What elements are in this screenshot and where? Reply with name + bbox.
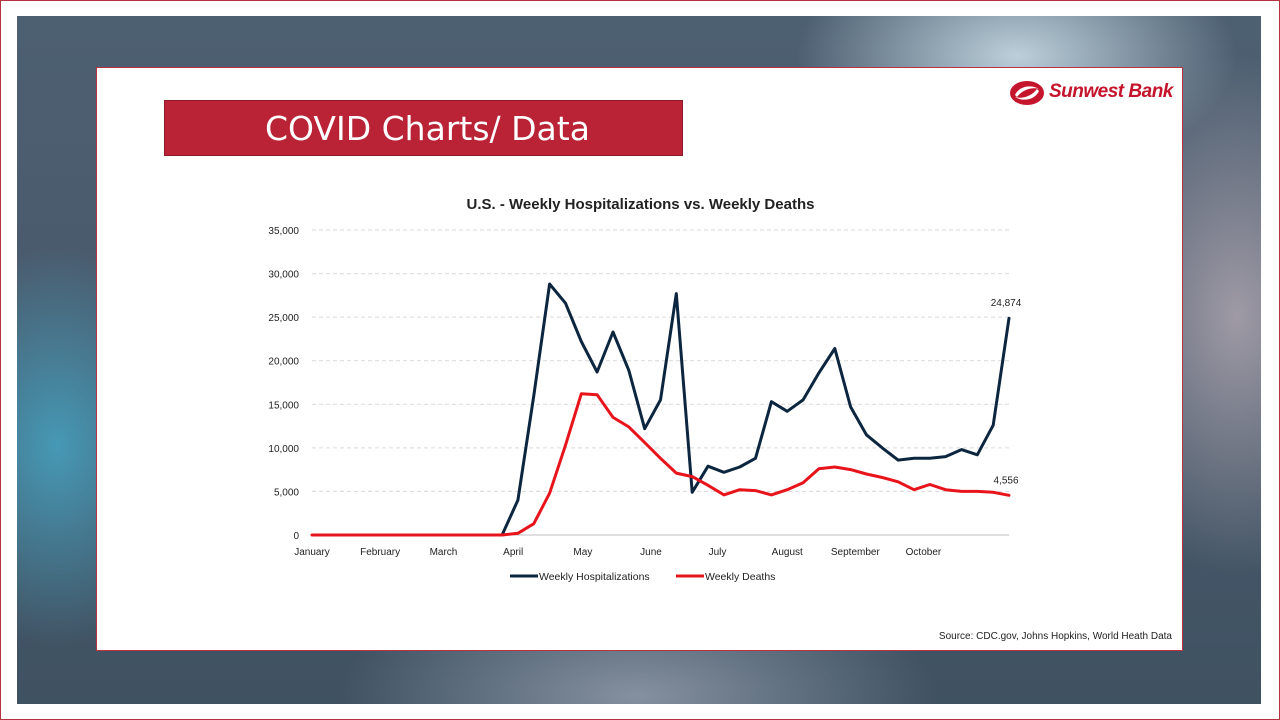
legend-label-hospitalizations: Weekly Hospitalizations xyxy=(539,571,650,583)
sunwest-swirl-icon xyxy=(1010,81,1044,105)
x-tick-label: August xyxy=(772,547,803,558)
content-panel: COVID Charts/ Data Sunwest Bank U.S. - W… xyxy=(96,67,1183,651)
y-tick-label: 0 xyxy=(293,531,299,542)
series-line-hospitalizations xyxy=(342,282,1011,537)
x-tick-label: April xyxy=(503,547,523,558)
logo-text: Sunwest Bank xyxy=(1049,81,1173,102)
x-tick-label: September xyxy=(831,547,881,558)
x-tick-label: January xyxy=(294,547,330,558)
x-tick-label: February xyxy=(360,547,400,558)
sunwest-bank-logo: Sunwest Bank xyxy=(1009,78,1177,108)
chart-title: U.S. - Weekly Hospitalizations vs. Weekl… xyxy=(467,196,815,213)
data-label-hospitalizations: 24,874 xyxy=(991,298,1022,309)
x-tick-label: March xyxy=(430,547,458,558)
x-tick-label: October xyxy=(906,547,942,558)
x-tick-label: June xyxy=(640,547,662,558)
y-tick-label: 5,000 xyxy=(274,487,299,498)
slide-title: COVID Charts/ Data xyxy=(265,109,590,148)
y-tick-label: 20,000 xyxy=(268,357,299,368)
y-tick-label: 25,000 xyxy=(268,313,299,324)
x-tick-label: July xyxy=(709,547,727,558)
series-line-deaths xyxy=(310,392,1011,537)
y-tick-label: 10,000 xyxy=(268,444,299,455)
x-tick-label: May xyxy=(573,547,592,558)
data-label-deaths: 4,556 xyxy=(993,475,1018,486)
y-tick-label: 30,000 xyxy=(268,270,299,281)
title-banner: COVID Charts/ Data xyxy=(164,100,683,156)
legend-label-deaths: Weekly Deaths xyxy=(705,571,775,583)
y-tick-label: 15,000 xyxy=(268,400,299,411)
source-note: Source: CDC.gov, Johns Hopkins, World He… xyxy=(938,631,1172,642)
y-tick-label: 35,000 xyxy=(268,226,299,237)
line-chart: U.S. - Weekly Hospitalizations vs. Weekl… xyxy=(268,196,1022,583)
